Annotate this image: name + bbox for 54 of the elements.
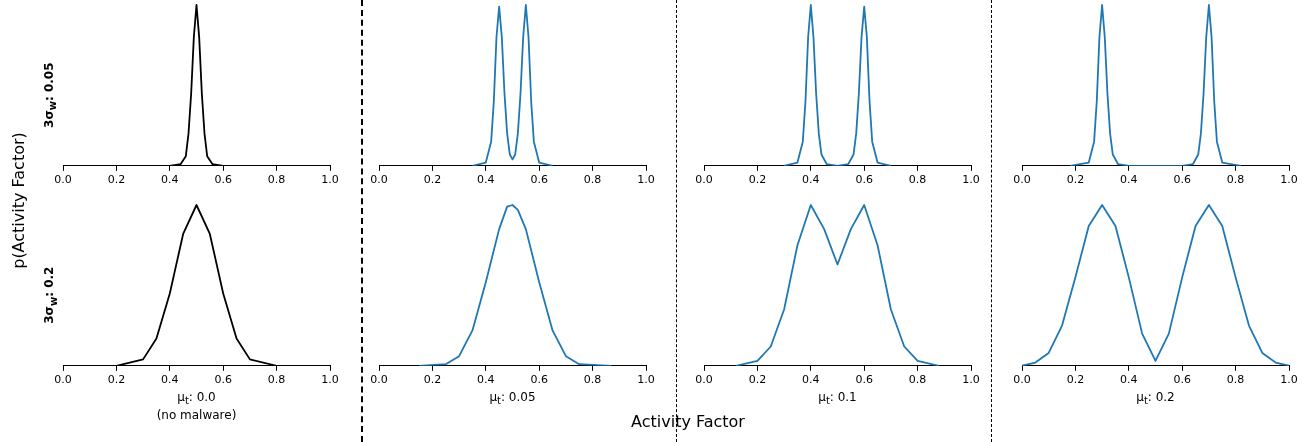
- x-tick-label: 0.4: [161, 373, 179, 387]
- x-tick-label: 0.6: [530, 173, 548, 187]
- x-axis-title: μ$_{t}$: 0.2: [1135, 390, 1176, 409]
- x-tick-label: 1.0: [637, 173, 655, 187]
- x-tick-label: 0.8: [1226, 373, 1245, 387]
- x-tick-label: 0.0: [370, 373, 388, 387]
- x-axis-title: μ$_{t}$: 0.1: [817, 390, 858, 409]
- x-tick-label: 0.4: [1120, 373, 1138, 387]
- x-tick-label: 1.0: [321, 373, 339, 387]
- x-tick-label: 0.6: [855, 373, 873, 387]
- x-tick-label: 0.4: [802, 373, 820, 387]
- x-tick-label: 1.0: [637, 373, 655, 387]
- x-tick-label: 0.8: [908, 373, 927, 387]
- x-tick-label: 0.2: [107, 373, 126, 387]
- x-tick-label: 0.0: [695, 373, 713, 387]
- x-tick-label: 0.8: [908, 173, 927, 187]
- x-tick-label: 0.2: [748, 373, 767, 387]
- x-tick-label: 1.0: [962, 173, 980, 187]
- x-tick-label: 0.2: [423, 373, 442, 387]
- x-tick-label: 0.0: [54, 373, 72, 387]
- x-tick-label: 0.0: [1013, 373, 1031, 387]
- x-tick-label: 0.2: [423, 173, 442, 187]
- x-axis-title: μ$_{t}$: 0.05: [488, 390, 537, 409]
- x-tick-label: 1.0: [962, 373, 980, 387]
- text: Activity Factor: [630, 412, 746, 431]
- x-tick-label: 0.8: [583, 373, 602, 387]
- x-tick-label: 0.6: [1173, 173, 1191, 187]
- x-axis-title: μ$_{t}$: 0.0 (no malware): [155, 390, 238, 424]
- x-tick-label: 0.8: [583, 173, 602, 187]
- x-tick-label: 0.8: [267, 373, 286, 387]
- x-tick-label: 0.2: [107, 173, 126, 187]
- x-tick-label: 1.0: [1280, 373, 1298, 387]
- x-tick-label: 0.4: [477, 373, 495, 387]
- x-tick-label: 0.6: [214, 373, 232, 387]
- x-tick-label: 0.4: [161, 173, 179, 187]
- x-tick-label: 0.0: [54, 173, 72, 187]
- x-tick-label: 0.0: [1013, 173, 1031, 187]
- x-tick-label: 0.8: [1226, 173, 1245, 187]
- x-tick-label: 1.0: [1280, 173, 1298, 187]
- x-tick-label: 1.0: [321, 173, 339, 187]
- x-tick-label: 0.4: [1120, 173, 1138, 187]
- x-tick-label: 0.2: [748, 173, 767, 187]
- x-tick-label: 0.4: [477, 173, 495, 187]
- x-tick-label: 0.2: [1066, 173, 1085, 187]
- text: p(Activity Factor): [8, 131, 28, 269]
- x-tick-label: 0.6: [855, 173, 873, 187]
- x-tick-label: 0.6: [214, 173, 232, 187]
- x-tick-label: 0.2: [1066, 373, 1085, 387]
- x-tick-label: 0.6: [1173, 373, 1191, 387]
- x-tick-label: 0.0: [370, 173, 388, 187]
- x-tick-label: 0.6: [530, 373, 548, 387]
- x-tick-label: 0.4: [802, 173, 820, 187]
- x-tick-label: 0.0: [695, 173, 713, 187]
- x-tick-label: 0.8: [267, 173, 286, 187]
